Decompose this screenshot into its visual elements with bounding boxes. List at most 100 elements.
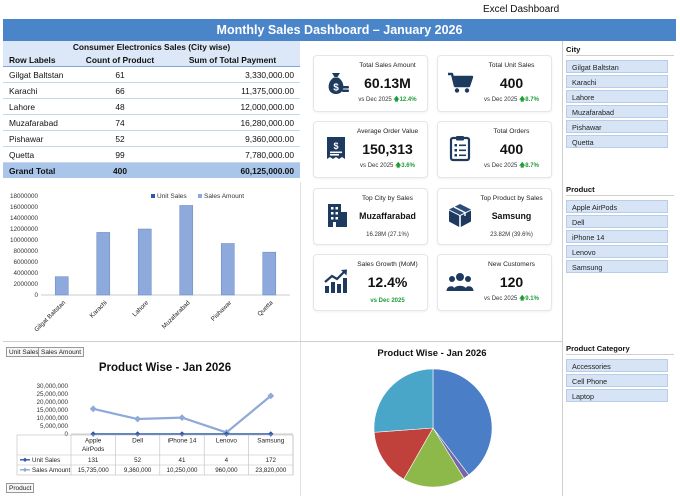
section-divider: [300, 182, 301, 496]
line-chart-title: Product Wise - Jan 2026: [98, 362, 232, 374]
point-unit-sales[interactable]: [268, 431, 274, 437]
legend-marker: [22, 457, 28, 462]
kpi-sub: vs Dec 2025 🡅12.4%: [350, 95, 425, 105]
bar-sales-amount[interactable]: [262, 251, 277, 296]
y-tick-label: 15,000,000: [36, 407, 68, 414]
slicer-item[interactable]: Pishawar: [566, 120, 668, 133]
pivot-sum: 9,360,000.00: [245, 133, 294, 144]
legend-swatch: [198, 194, 202, 198]
kpi-compare: vs Dec 2025: [484, 97, 518, 103]
slicer-item[interactable]: Karachi: [566, 75, 668, 88]
kpi-total-units[interactable]: Total Unit Sales 400 vs Dec 2025 🡅8.7%: [437, 55, 552, 112]
slicer-title: City: [566, 44, 674, 56]
kpi-top-city[interactable]: Top City by Sales Muzaffarabad 16.28M (2…: [313, 188, 428, 245]
legend-swatch: [151, 194, 155, 198]
table-row[interactable]: Lahore 48 12,000,000.00: [3, 99, 300, 115]
field-button-sales-amount[interactable]: Sales Amount: [38, 347, 85, 357]
pivot-city: Muzafarabad: [9, 117, 58, 128]
pivot-header-count: Count of Product: [85, 54, 155, 65]
field-button-unit-sales[interactable]: Unit Sales: [6, 347, 42, 357]
y-tick-label: 25,000,000: [36, 391, 68, 398]
point-sales-amount[interactable]: [89, 405, 97, 413]
kpi-sub: vs Dec 2025: [370, 298, 405, 304]
point-sales-amount[interactable]: [134, 415, 141, 423]
pie-slice[interactable]: [373, 368, 434, 433]
kpi-new-customers[interactable]: New Customers 120 vs Dec 2025 🡅9.1%: [437, 254, 552, 311]
slicer-item[interactable]: Laptop: [566, 389, 668, 402]
kpi-total-sales[interactable]: $ Total Sales Amount 60.13M vs Dec 2025 …: [313, 55, 428, 112]
y-tick-label: 6000000: [13, 259, 38, 266]
pie-slice[interactable]: [373, 427, 434, 480]
pivot-count: 66: [115, 85, 125, 96]
point-sales-amount[interactable]: [178, 414, 186, 421]
y-tick-label: 12000000: [10, 226, 39, 233]
bar-sales-amount[interactable]: [220, 243, 235, 296]
data-label: 23,820,000: [255, 467, 287, 474]
slicer-item[interactable]: Quetta: [566, 135, 668, 148]
kpi-sub: vs Dec 2025 🡅8.7%: [474, 95, 549, 105]
slicer-title: Product Category: [566, 343, 674, 355]
field-button-product[interactable]: Product: [6, 483, 35, 493]
slicer-item[interactable]: Apple AirPods: [566, 200, 668, 213]
svg-text:$: $: [333, 141, 338, 151]
pivot-city: Quetta: [9, 149, 35, 160]
building-icon: [328, 204, 347, 227]
section-divider: [3, 341, 562, 342]
slicer-item[interactable]: Accessories: [566, 359, 668, 372]
kpi-sub: vs Dec 2025 🡅8.7%: [474, 161, 549, 171]
app-title: Excel Dashboard: [483, 4, 560, 15]
product-pie-chart[interactable]: [358, 362, 508, 492]
pie-slice[interactable]: [432, 368, 493, 476]
x-tick-label: iPhone 14: [168, 438, 197, 445]
slicer-item[interactable]: Lenovo: [566, 245, 668, 258]
bar-sales-amount[interactable]: [179, 205, 194, 296]
x-tick-label: Apple: [85, 438, 102, 445]
point-unit-sales[interactable]: [90, 431, 96, 437]
legend-label: Unit Sales: [32, 457, 60, 464]
pie-slice[interactable]: [403, 427, 465, 488]
point-unit-sales[interactable]: [134, 431, 141, 437]
people-icon: [446, 273, 474, 291]
y-tick-label: 2000000: [13, 281, 38, 288]
kpi-compare: vs Dec 2025: [484, 296, 518, 302]
bar-sales-amount[interactable]: [54, 276, 69, 296]
kpi-label: Total Sales Amount: [359, 62, 416, 69]
kpi-label: New Customers: [488, 261, 535, 268]
table-row[interactable]: Karachi 66 11,375,000.00: [3, 83, 300, 99]
table-row[interactable]: Muzafarabad 74 16,280,000.00: [3, 115, 300, 131]
money-bag-icon: $: [328, 73, 349, 94]
table-row[interactable]: Pishawar 52 9,360,000.00: [3, 131, 300, 147]
kpi-top-product[interactable]: Top Product by Sales Samsung 23.82M (39.…: [437, 188, 552, 245]
pivot-total-row[interactable]: Grand Total 400 60,125,000.00: [3, 163, 300, 178]
pivot-count: 48: [115, 101, 125, 112]
kpi-compare: vs Dec 2025: [360, 163, 394, 169]
slicer-item[interactable]: Samsung: [566, 260, 668, 273]
table-row[interactable]: Gilgat Baltstan 61 3,330,000.00: [3, 67, 300, 83]
slicer-item[interactable]: Gilgat Baltstan: [566, 60, 668, 73]
receipt-icon: $: [327, 137, 345, 159]
kpi-total-orders[interactable]: Total Orders 400 vs Dec 2025 🡅8.7%: [437, 121, 552, 178]
slicer-item[interactable]: Muzafarabad: [566, 105, 668, 118]
kpi-value: 400: [499, 75, 524, 91]
clipboard-icon: [449, 136, 471, 162]
point-unit-sales[interactable]: [179, 431, 185, 437]
pivot-header-row-labels[interactable]: Row Labels: [9, 54, 56, 65]
bar-sales-amount[interactable]: [137, 228, 152, 296]
table-row[interactable]: Quetta 99 7,780,000.00: [3, 147, 300, 163]
data-label: 4: [225, 457, 229, 464]
kpi-average-order[interactable]: $ Average Order Value 150,313 vs Dec 202…: [313, 121, 428, 178]
y-tick-label: 10,000,000: [36, 415, 68, 422]
city-sales-bar-chart[interactable]: 0 2000000 4000000 6000000 8000000 10000000 120…: [3, 182, 300, 340]
x-tick-label: Pishawar: [210, 299, 233, 322]
bar-sales-amount[interactable]: [96, 232, 111, 296]
pivot-table[interactable]: Consumer Electronics Sales (City wise) R…: [3, 41, 300, 181]
line-sales-amount[interactable]: [92, 395, 272, 434]
slicer-item[interactable]: Lahore: [566, 90, 668, 103]
slicer-item[interactable]: iPhone 14: [566, 230, 668, 243]
up-arrow-icon: 🡅: [519, 296, 526, 302]
slicer-item[interactable]: Cell Phone: [566, 374, 668, 387]
kpi-sales-growth[interactable]: Sales Growth (MoM) 12.4% vs Dec 2025: [313, 254, 428, 311]
product-line-chart[interactable]: 05,000,00010,000,00015,000,00020,000,000…: [3, 378, 300, 478]
slicer-item[interactable]: Dell: [566, 215, 668, 228]
data-label: 41: [179, 457, 186, 464]
